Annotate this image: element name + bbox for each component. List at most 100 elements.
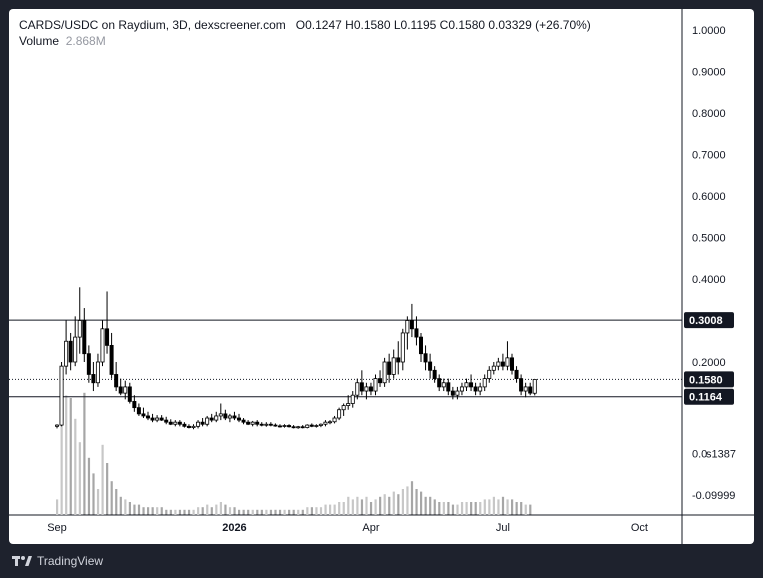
candle[interactable] [487, 366, 492, 383]
candle[interactable] [236, 413, 241, 423]
candle[interactable] [145, 411, 150, 421]
candle[interactable] [196, 420, 201, 429]
candle[interactable] [482, 374, 487, 392]
candle[interactable] [509, 353, 514, 375]
candle[interactable] [318, 423, 323, 428]
candle[interactable] [186, 424, 191, 429]
candle[interactable] [218, 403, 223, 421]
candle[interactable] [514, 366, 519, 383]
candle[interactable] [359, 370, 364, 396]
candle[interactable] [105, 291, 110, 354]
candle[interactable] [327, 420, 332, 425]
candle[interactable] [314, 424, 319, 428]
price-chart[interactable]: s1387 1.0000 0.9000 0.8000 0.7000 0.6000 0.50… [9, 9, 754, 544]
candle[interactable] [296, 425, 301, 429]
candle[interactable] [214, 411, 219, 423]
candle[interactable] [55, 424, 60, 429]
candle[interactable] [273, 423, 278, 427]
candle[interactable] [423, 345, 428, 371]
candle[interactable] [528, 382, 533, 396]
candle[interactable] [323, 420, 328, 427]
candle[interactable] [368, 382, 373, 396]
candle[interactable] [268, 422, 273, 427]
candle[interactable] [259, 422, 264, 427]
candle[interactable] [337, 407, 342, 421]
candle[interactable] [491, 362, 496, 375]
candle[interactable] [341, 403, 346, 416]
candle[interactable] [364, 382, 369, 400]
candle[interactable] [68, 332, 73, 371]
candle[interactable] [264, 422, 269, 427]
candle[interactable] [350, 391, 355, 408]
candle[interactable] [118, 378, 123, 396]
candle[interactable] [77, 287, 82, 354]
candle[interactable] [387, 353, 392, 383]
candle[interactable] [127, 382, 132, 404]
candle[interactable] [100, 320, 105, 367]
chart-panel[interactable]: s1387 1.0000 0.9000 0.8000 0.7000 0.6000 0.50… [9, 9, 754, 544]
candle[interactable] [159, 415, 164, 421]
candle[interactable] [168, 419, 173, 426]
candle[interactable] [464, 378, 469, 392]
candle[interactable] [250, 420, 255, 427]
candle[interactable] [241, 418, 246, 425]
candle[interactable] [532, 379, 537, 396]
candle[interactable] [109, 332, 114, 379]
candle[interactable] [123, 380, 128, 400]
candle[interactable] [114, 362, 119, 392]
candle[interactable] [346, 395, 351, 410]
tradingview-logo-icon[interactable] [12, 555, 32, 567]
candle[interactable] [82, 308, 87, 362]
candle[interactable] [59, 362, 64, 427]
candle[interactable] [496, 357, 501, 371]
candle[interactable] [519, 374, 524, 396]
candle[interactable] [282, 424, 287, 428]
candle[interactable] [432, 366, 437, 383]
candle[interactable] [373, 374, 378, 396]
candle[interactable] [91, 362, 96, 392]
candle[interactable] [428, 353, 433, 379]
candle[interactable] [205, 415, 210, 427]
candle[interactable] [223, 409, 228, 421]
candle[interactable] [355, 378, 360, 400]
candle[interactable] [246, 420, 251, 426]
candle[interactable] [182, 422, 187, 428]
candle[interactable] [405, 316, 410, 350]
candles[interactable] [55, 287, 537, 430]
candle[interactable] [141, 407, 146, 419]
candle[interactable] [400, 328, 405, 371]
candle[interactable] [332, 415, 337, 424]
tradingview-brand[interactable]: TradingView [37, 554, 104, 568]
candle[interactable] [309, 423, 314, 428]
candle[interactable] [191, 424, 196, 430]
candle[interactable] [459, 382, 464, 396]
candle[interactable] [155, 415, 160, 423]
candle[interactable] [136, 403, 141, 416]
candle[interactable] [227, 413, 232, 423]
candle[interactable] [277, 424, 282, 428]
candle[interactable] [455, 386, 460, 400]
candle[interactable] [291, 425, 296, 429]
candle[interactable] [86, 345, 91, 383]
candle[interactable] [409, 303, 414, 338]
candle[interactable] [382, 357, 387, 387]
candle[interactable] [441, 378, 446, 392]
symbol-title[interactable]: CARDS/USDC on Raydium, 3D, dexscreener.c… [19, 18, 286, 32]
candle[interactable] [473, 382, 478, 396]
candle[interactable] [164, 416, 169, 425]
candle[interactable] [500, 353, 505, 371]
candle[interactable] [305, 424, 310, 429]
candle[interactable] [132, 395, 137, 412]
price-axis[interactable]: s1387 1.0000 0.9000 0.8000 0.7000 0.6000 0.50… [692, 25, 736, 502]
candle[interactable] [478, 382, 483, 396]
candle[interactable] [200, 418, 205, 427]
candle[interactable] [209, 413, 214, 423]
horizontal-levels[interactable] [9, 319, 682, 398]
candle[interactable] [446, 378, 451, 396]
candle[interactable] [64, 320, 69, 375]
candle[interactable] [378, 370, 383, 387]
candle[interactable] [150, 413, 155, 423]
candle[interactable] [300, 425, 305, 429]
candle[interactable] [414, 316, 419, 346]
candle[interactable] [95, 353, 100, 387]
